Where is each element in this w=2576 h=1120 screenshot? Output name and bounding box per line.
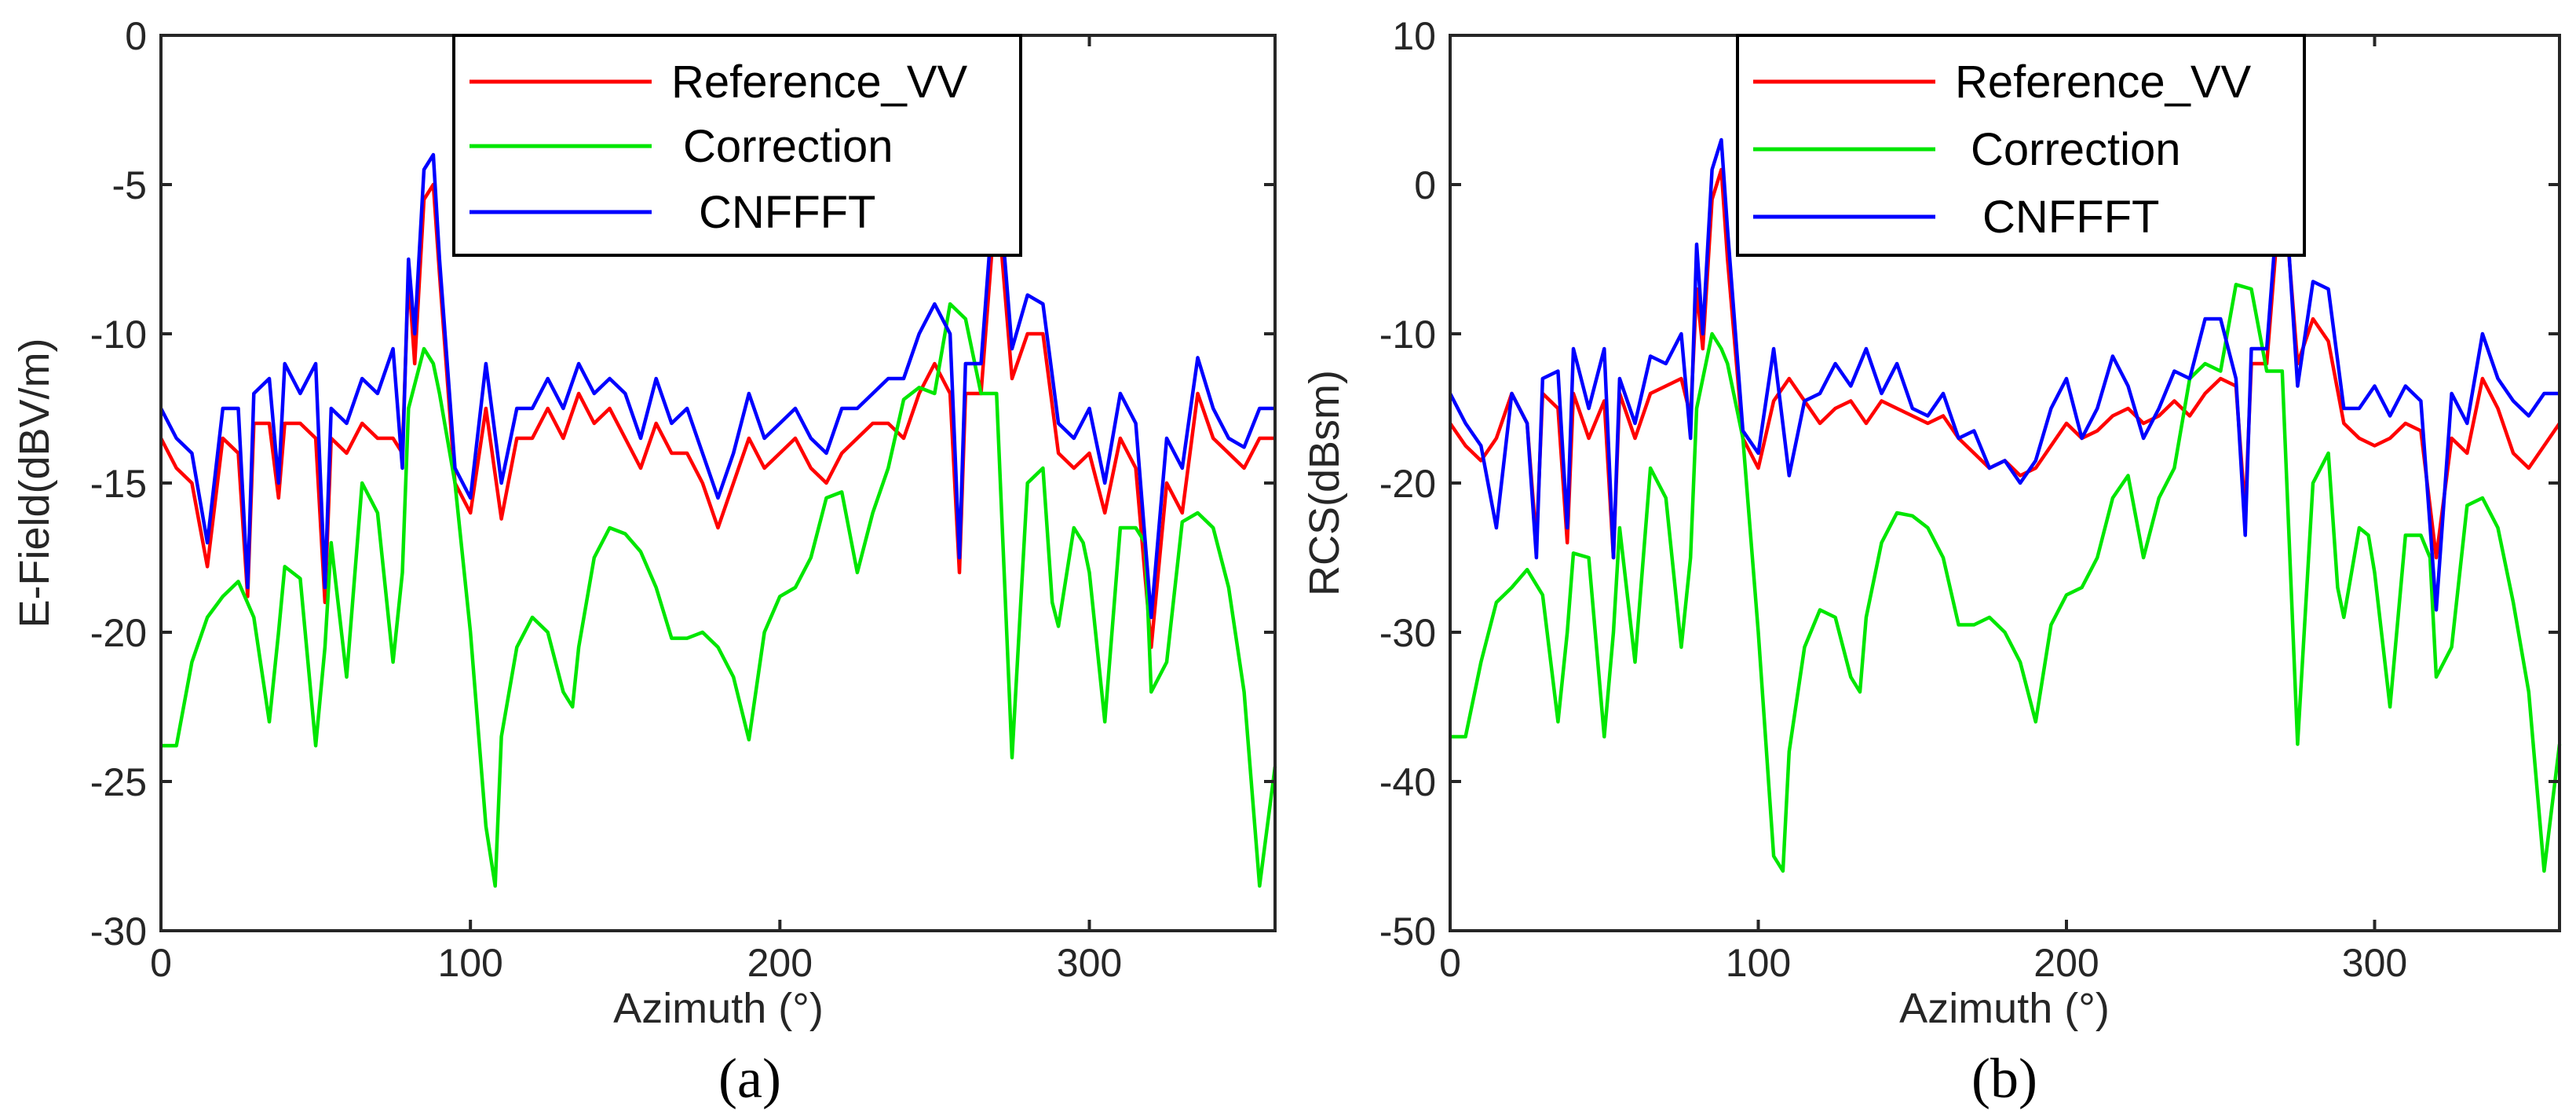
- x-axis-label-b: Azimuth (°): [1899, 985, 2110, 1032]
- y-axis-label-b: RCS(dBsm): [1301, 370, 1348, 596]
- y-tick-label-10-b: -10: [1379, 313, 1436, 357]
- x-tick-label-0-a: 0: [150, 941, 172, 985]
- data-layer-a: [159, 152, 1277, 888]
- y-tick-label-30-a: -30: [90, 910, 147, 953]
- legend-label-reference-vv-a: Reference_VV: [671, 57, 968, 108]
- series-line-cnffft-b: [1449, 137, 2560, 612]
- y-tick-label-0-b: 0: [1414, 163, 1436, 207]
- y-tick-label-50-b: -50: [1379, 910, 1436, 953]
- x-tick-label-200-b: 200: [2033, 941, 2099, 985]
- legend-a: Reference_VV Correction CNFFFT: [452, 34, 1022, 257]
- y-tick-label-20-b: -20: [1379, 462, 1436, 506]
- legend-label-correction-a: Correction: [683, 121, 893, 172]
- y-tick-label-15-a: -15: [90, 462, 147, 506]
- series-line-correction-a: [161, 302, 1277, 888]
- caption-a: (a): [718, 1047, 781, 1110]
- x-tick-label-200-a: 200: [747, 941, 813, 985]
- y-tick-label-25-a: -25: [90, 760, 147, 804]
- panel-a: 0 100 200 300 0 -5 -10 -15 -20 -25 -30 Reference_V…: [11, 14, 1277, 1110]
- legend-label-cnffft-b: CNFFFT: [1982, 192, 2160, 243]
- data-layer-b: [1449, 137, 2562, 873]
- legend-b: Reference_VV Correction CNFFFT: [1736, 34, 2306, 257]
- x-tick-label-100-b: 100: [1726, 941, 1791, 985]
- legend-label-cnffft-a: CNFFFT: [699, 187, 876, 238]
- x-tick-label-300-a: 300: [1057, 941, 1122, 985]
- series-line-cnffft-a: [159, 152, 1275, 620]
- y-tick-label-20-a: -20: [90, 611, 147, 655]
- legend-label-correction-b: Correction: [1971, 124, 2181, 175]
- x-tick-label-100-a: 100: [437, 941, 502, 985]
- tick-layer-a: 0 100 200 300 0 -5 -10 -15 -20 -25 -30: [90, 14, 1275, 985]
- y-tick-label-0-a: 0: [125, 14, 147, 58]
- x-axis-label-a: Azimuth (°): [613, 985, 824, 1032]
- y-tick-label-40-b: -40: [1379, 760, 1436, 804]
- y-axis-label-a: E-Field(dBV/m): [11, 338, 58, 628]
- caption-b: (b): [1971, 1047, 2037, 1110]
- legend-label-reference-vv-b: Reference_VV: [1955, 57, 2252, 108]
- y-tick-label-10-a: -10: [90, 313, 147, 357]
- y-tick-label-5-a: -5: [112, 163, 147, 207]
- y-tick-label-10-b: 10: [1392, 14, 1436, 58]
- x-tick-label-0-b: 0: [1439, 941, 1461, 985]
- y-tick-label-30-b: -30: [1379, 611, 1436, 655]
- series-line-correction-b: [1450, 283, 2562, 873]
- x-tick-label-300-b: 300: [2342, 941, 2407, 985]
